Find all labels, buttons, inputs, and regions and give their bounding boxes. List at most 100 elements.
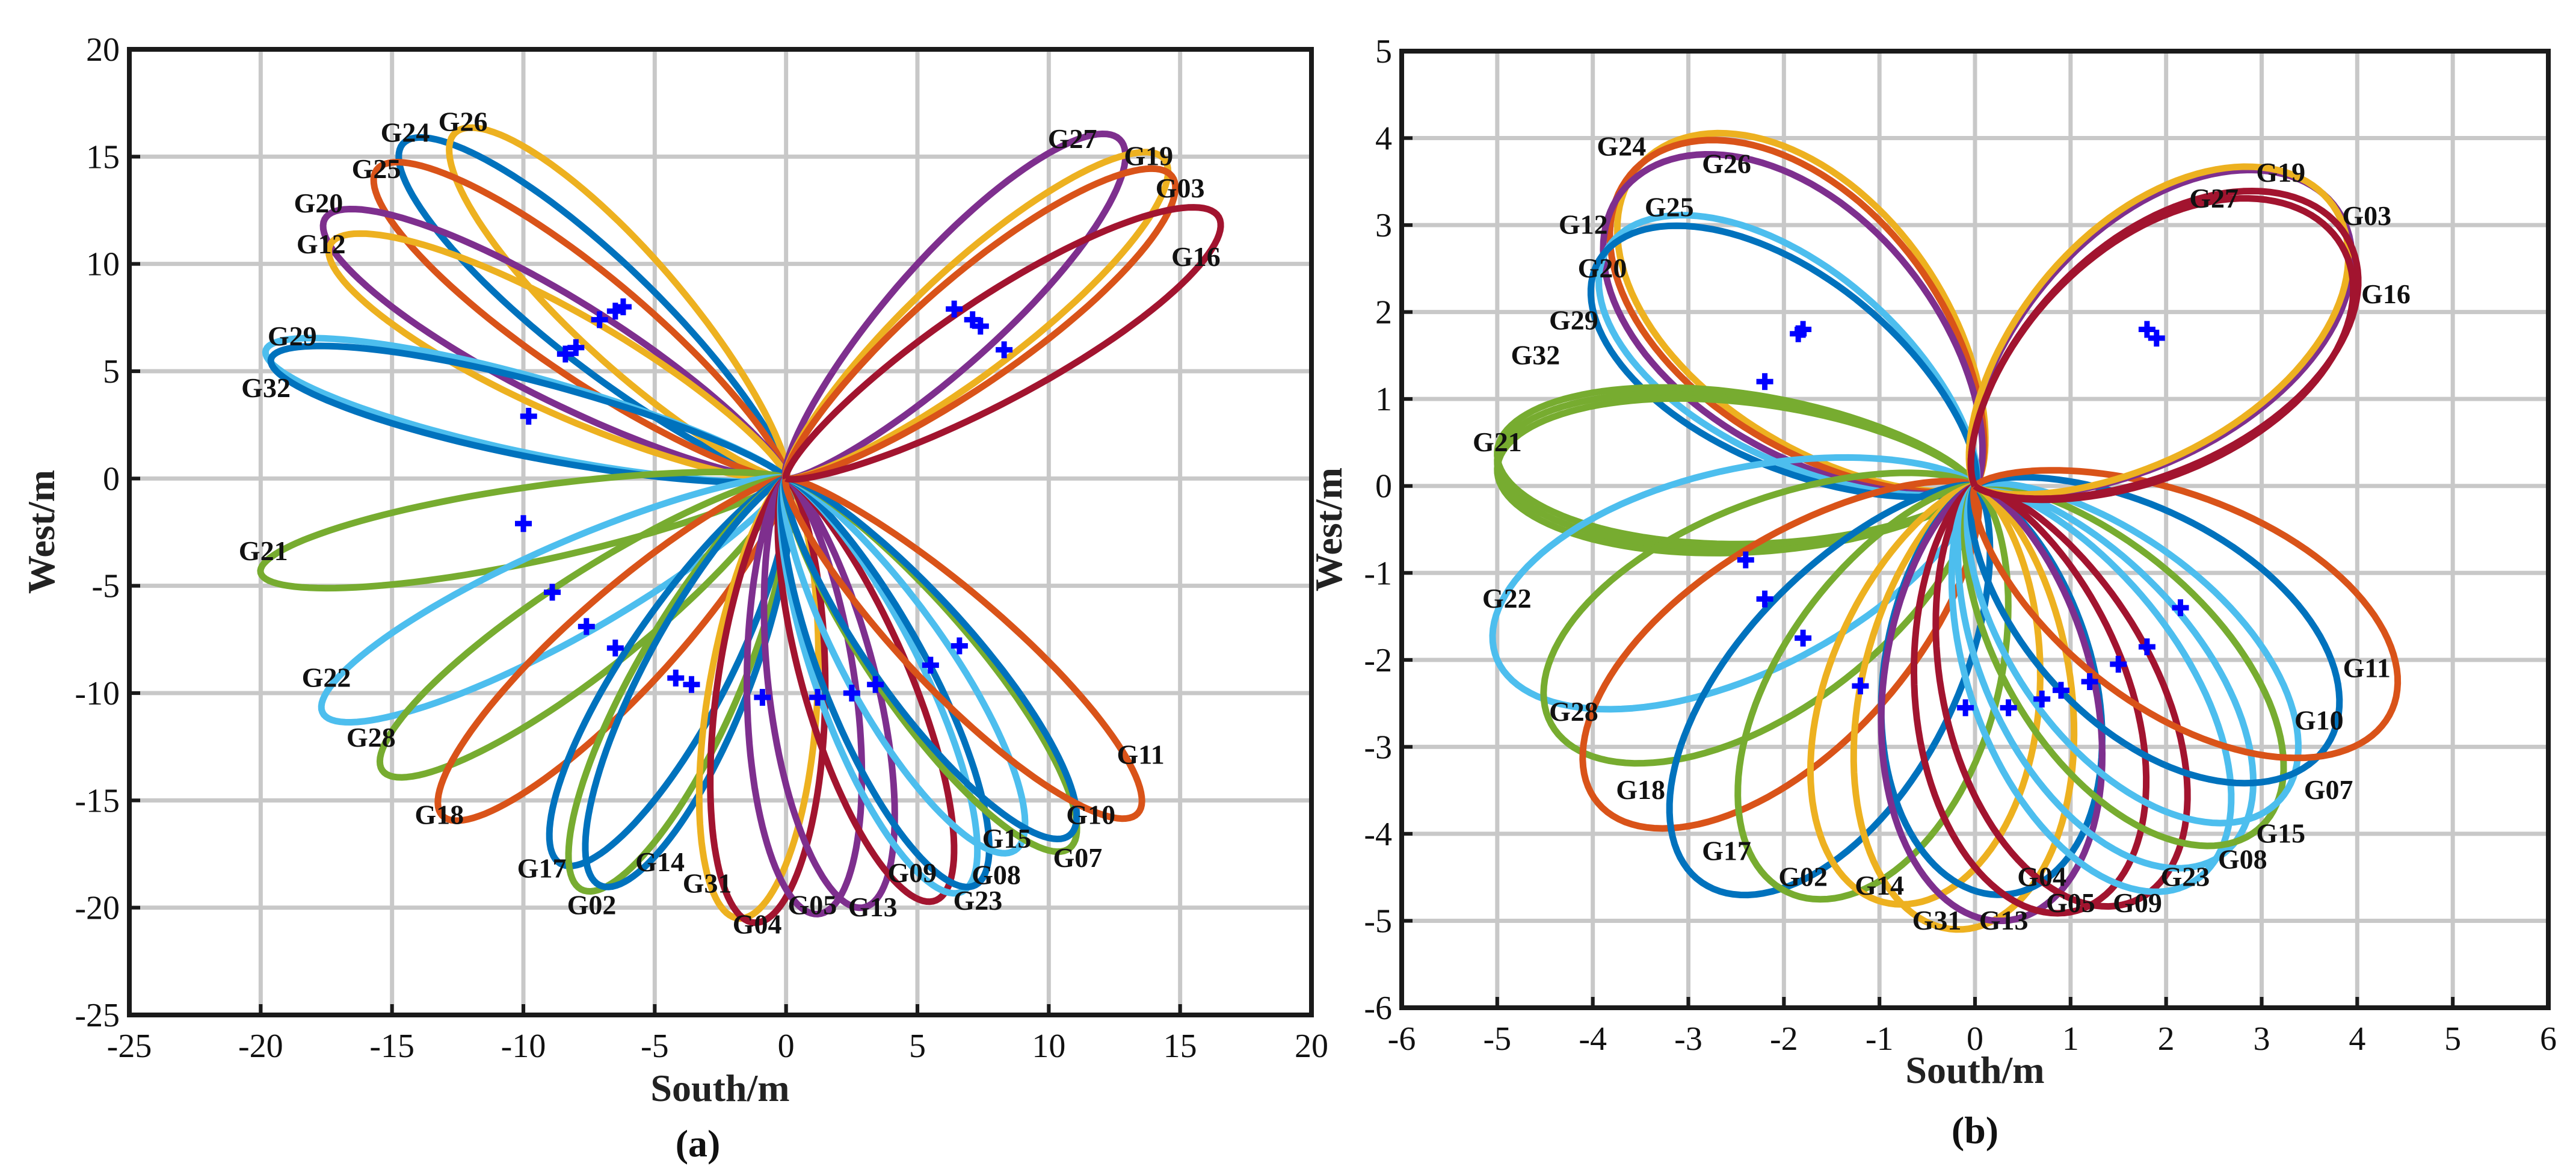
panel-b-series-G31 — [1850, 483, 2078, 933]
panel-a-series-G09 — [774, 475, 958, 905]
panel-b-xtick-label-12: 6 — [2540, 1020, 2557, 1058]
panel-a-series-G28 — [376, 475, 790, 781]
panel-a-marker-5 — [614, 298, 632, 315]
panel-a-xlabel: South/m — [650, 1067, 789, 1109]
panel-b-xtick-label-8: 2 — [2158, 1020, 2175, 1058]
panel-a-label-G02: G02 — [567, 889, 617, 920]
panel-b-marker-16 — [2172, 599, 2189, 617]
panel-b-xtick-label-6: 0 — [1967, 1020, 1983, 1058]
panel-b-label-G24: G24 — [1597, 131, 1646, 161]
panel-a-label-G12: G12 — [297, 229, 346, 259]
panel-a-marker-19 — [867, 676, 884, 693]
panel-a-series-G10 — [781, 475, 1080, 842]
panel-a-label-G05: G05 — [787, 889, 837, 920]
panel-b-ytick-label-1: -5 — [1364, 902, 1392, 940]
panel-a-ytick-label-3: -10 — [75, 675, 120, 712]
panel-a-label-G18: G18 — [414, 800, 464, 830]
panel-b-xtick-label-10: 4 — [2349, 1020, 2365, 1058]
panel-b-series-G27 — [1965, 163, 2352, 498]
panel-b-label-G20: G20 — [1578, 253, 1627, 283]
panel-a-marker-18 — [843, 685, 860, 702]
panel-b-xtick-label-5: -1 — [1866, 1020, 1894, 1058]
panel-a-frame — [127, 47, 1314, 1017]
panel-b-series-G08 — [1955, 481, 2257, 872]
panel-a-label-G03: G03 — [1156, 173, 1205, 203]
panel-b-marker-12 — [2052, 682, 2069, 699]
panel-b-xlabel: South/m — [1905, 1049, 2044, 1091]
panel-b-y-ticks: -6 -5 -4 -3 -2 -1 0 1 2 3 4 5 — [1364, 33, 1413, 1027]
panel-b-ytick-label-8: 2 — [1375, 294, 1392, 332]
panel-a-series-G21 — [257, 469, 789, 592]
panel-a-marker-20 — [922, 656, 939, 674]
panel-b-marker-13 — [2081, 673, 2098, 690]
panel-a-label-G11: G11 — [1117, 739, 1165, 770]
panel-a-series-G19 — [782, 149, 1172, 483]
panel-a-label-G17: G17 — [517, 853, 567, 884]
panel-b-label-G07: G07 — [2304, 774, 2353, 805]
panel-a-marker-0 — [520, 407, 537, 425]
panel-b-label-G28: G28 — [1549, 696, 1598, 727]
panel-b-markers — [1737, 321, 2189, 717]
panel-b-subtitle: (b) — [1952, 1109, 1998, 1152]
panel-b-ytick-label-7: 1 — [1375, 381, 1392, 418]
panel-b-curves — [1489, 129, 2402, 933]
panel-b-ytick-label-0: -6 — [1364, 990, 1392, 1027]
panel-a-marker-21 — [951, 637, 968, 655]
panel-a-series-G27 — [781, 131, 1129, 483]
panel-a-ytick-label-0: -25 — [75, 997, 120, 1034]
panel-a-series-G26 — [446, 124, 790, 483]
panel-b-series-G15 — [1961, 481, 2287, 850]
panel-a-label-G22: G22 — [302, 662, 351, 692]
panel-b-label-G23: G23 — [2161, 862, 2210, 892]
panel-b-series-G07 — [1964, 480, 2302, 827]
panel-a-marker-16 — [754, 689, 771, 706]
panel-a-label-G23: G23 — [954, 885, 1003, 916]
panel-b-ytick-label-10: 4 — [1375, 120, 1392, 158]
panel-a-series-G12 — [325, 230, 790, 484]
panel-b-series-G25 — [1600, 151, 1986, 498]
panel-b-series-G23 — [1948, 482, 2235, 895]
panel-a-marker-6 — [946, 300, 963, 318]
panel-b-label-G15: G15 — [2256, 818, 2305, 848]
panel-a-xtick-label-3: -10 — [501, 1028, 546, 1065]
panel-a-marker-15 — [683, 676, 700, 693]
panel-b-label-G11: G11 — [2343, 653, 2391, 683]
panel-b-series-G16 — [1967, 195, 2357, 504]
panel-b-marker-14 — [2110, 656, 2127, 673]
panel-a-marker-1 — [567, 339, 585, 356]
panel-a-marker-8 — [972, 318, 989, 335]
panel-a-marker-2 — [556, 345, 574, 363]
panel-b-marker-7 — [1795, 629, 1812, 647]
panel-a-label-G26: G26 — [439, 106, 488, 137]
panel-a-label-G15: G15 — [982, 823, 1032, 854]
panel-a-x-ticks: -25 -20 -15 -10 -5 0 5 10 15 20 — [107, 1004, 1328, 1065]
panel-b-label-G27: G27 — [2189, 183, 2239, 214]
panel-b-marker-6 — [1756, 590, 1773, 608]
panel-b-label-G14: G14 — [1855, 870, 1904, 901]
panel-a-series-G25 — [370, 159, 790, 483]
panel-b-label-G32: G32 — [1511, 339, 1560, 370]
panel-b-marker-9 — [1957, 699, 1974, 717]
panel-b-series-G09 — [1932, 483, 2191, 910]
panel-a-series-G15 — [780, 475, 1029, 857]
panel-b-ytick-label-9: 3 — [1375, 207, 1392, 244]
panel-b-label-G10: G10 — [2294, 705, 2344, 735]
panel-a-ylabel: West/m — [20, 470, 63, 594]
panel-a-series-G14 — [582, 475, 795, 890]
panel-a-ytick-label-9: 20 — [86, 31, 120, 69]
panel-b-ytick-label-11: 5 — [1375, 33, 1392, 70]
panel-b-ytick-label-3: -3 — [1364, 729, 1392, 766]
panel-b-ytick-label-2: -4 — [1364, 816, 1392, 853]
panel-a-xtick-label-2: -15 — [369, 1028, 414, 1065]
panel-a-marker-13 — [606, 640, 624, 657]
panel-a-ytick-label-5: 0 — [103, 460, 120, 498]
panel-a-ytick-label-6: 5 — [103, 353, 120, 390]
panel-b-label-G25: G25 — [1645, 192, 1694, 223]
panel-a-label-G28: G28 — [347, 722, 396, 753]
panel-b-label-G26: G26 — [1702, 148, 1751, 179]
panel-a-label-G25: G25 — [352, 153, 401, 184]
panel-a-marker-3 — [591, 311, 608, 328]
panel-a-label-G09: G09 — [887, 857, 937, 888]
panel-b-label-G05: G05 — [2046, 887, 2095, 918]
